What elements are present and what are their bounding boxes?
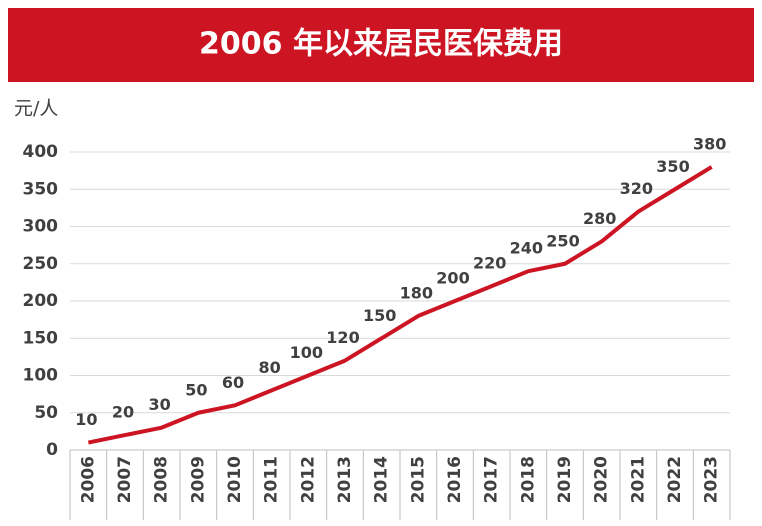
y-tick-label: 50 <box>34 403 58 423</box>
x-tick-label: 2008 <box>152 456 172 503</box>
value-label: 200 <box>436 269 469 288</box>
value-label: 150 <box>363 306 396 325</box>
y-tick-label: 400 <box>23 142 59 162</box>
x-tick-label: 2016 <box>445 456 465 503</box>
value-label: 220 <box>473 254 506 273</box>
y-axis-label: 元/人 <box>14 98 58 120</box>
y-tick-label: 250 <box>23 254 59 274</box>
x-tick-label: 2006 <box>78 456 98 503</box>
x-tick-label: 2013 <box>335 456 355 503</box>
value-label: 80 <box>259 358 281 377</box>
x-tick-label: 2010 <box>225 456 245 503</box>
value-label: 50 <box>185 380 207 399</box>
x-tick-label: 2007 <box>115 456 135 503</box>
title-banner <box>8 8 754 82</box>
value-label: 280 <box>583 209 616 228</box>
value-label: 60 <box>222 373 244 392</box>
x-tick-label: 2023 <box>702 456 722 503</box>
value-label: 30 <box>149 395 171 414</box>
chart-title: 2006 年以来居民医保费用 <box>199 27 563 62</box>
y-tick-label: 300 <box>23 217 59 237</box>
x-tick-label: 2021 <box>628 456 648 503</box>
y-tick-label: 0 <box>46 440 58 460</box>
x-tick-label: 2009 <box>188 456 208 503</box>
y-tick-label: 200 <box>23 291 59 311</box>
y-tick-label: 100 <box>23 366 59 386</box>
x-tick-label: 2015 <box>408 456 428 503</box>
value-label: 100 <box>290 343 323 362</box>
x-tick-label: 2012 <box>298 456 318 503</box>
value-label: 250 <box>546 231 579 250</box>
y-tick-label: 150 <box>23 328 59 348</box>
value-label: 350 <box>656 157 689 176</box>
value-label: 10 <box>75 410 97 429</box>
x-tick-label: 2017 <box>482 456 502 503</box>
value-label: 240 <box>510 239 543 258</box>
value-label: 380 <box>693 134 726 153</box>
value-label: 320 <box>620 179 653 198</box>
x-tick-label: 2018 <box>518 456 538 503</box>
value-label: 20 <box>112 403 134 422</box>
value-label: 120 <box>326 328 359 347</box>
value-label: 180 <box>400 283 433 302</box>
y-tick-label: 350 <box>23 179 59 199</box>
x-tick-label: 2022 <box>665 456 685 503</box>
x-tick-label: 2011 <box>262 456 282 503</box>
x-tick-label: 2020 <box>592 456 612 503</box>
x-tick-label: 2019 <box>555 456 575 503</box>
data-line <box>87 165 713 445</box>
x-tick-label: 2014 <box>372 456 392 503</box>
